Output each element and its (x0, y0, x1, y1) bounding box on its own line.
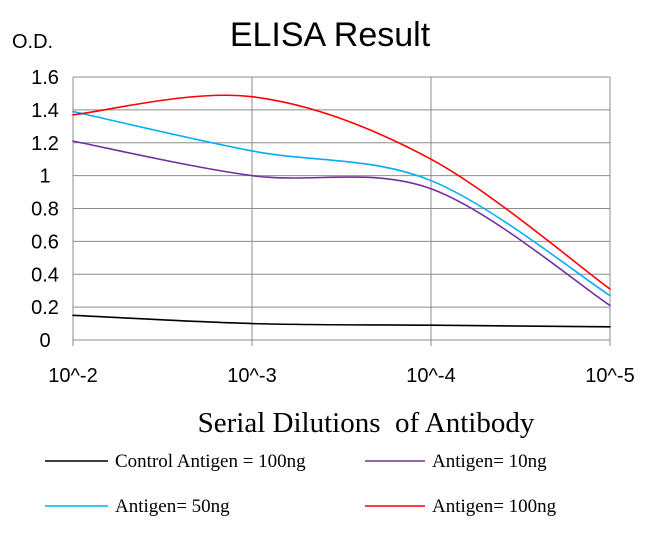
y-tick-label-7: 1.4 (31, 100, 59, 122)
series-layer (72, 94, 611, 328)
y-tick-label-1: 0.2 (31, 297, 59, 319)
x-tick-label-0: 10^-2 (48, 365, 97, 387)
legend-label-2: Antigen= 50ng (115, 496, 230, 517)
y-axis-label: O.D. (12, 31, 53, 53)
legend-label-0: Control Antigen = 100ng (115, 451, 306, 472)
y-tick-label-2: 0.4 (31, 264, 59, 286)
series-line-2 (72, 110, 611, 297)
legend: Control Antigen = 100ng Antigen= 10ng Anti… (45, 451, 557, 517)
y-tick-label-0: 0 (39, 330, 50, 352)
y-tick-labels: 0 0.2 0.4 0.6 0.8 1 1.2 1.4 1.6 (31, 67, 59, 352)
x-tick-labels: 10^-2 10^-3 10^-4 10^-5 (48, 365, 634, 387)
x-tick-label-3: 10^-5 (585, 365, 634, 387)
x-tick-label-1: 10^-3 (227, 365, 276, 387)
x-tick-label-2: 10^-4 (406, 365, 455, 387)
y-tick-label-8: 1.6 (31, 67, 59, 89)
series-line-1 (72, 140, 611, 307)
grid-layer (72, 76, 611, 346)
chart-title: ELISA Result (230, 16, 431, 54)
legend-label-1: Antigen= 10ng (432, 451, 547, 472)
y-tick-label-3: 0.6 (31, 231, 59, 253)
y-tick-label-4: 0.8 (31, 199, 59, 221)
series-line-3 (72, 94, 611, 290)
y-tick-label-6: 1.2 (31, 133, 59, 155)
series-line-0 (72, 314, 611, 328)
legend-label-3: Antigen= 100ng (432, 496, 557, 517)
y-tick-label-5: 1 (39, 166, 50, 188)
x-axis-label: Serial Dilutions of Antibody (198, 407, 535, 439)
